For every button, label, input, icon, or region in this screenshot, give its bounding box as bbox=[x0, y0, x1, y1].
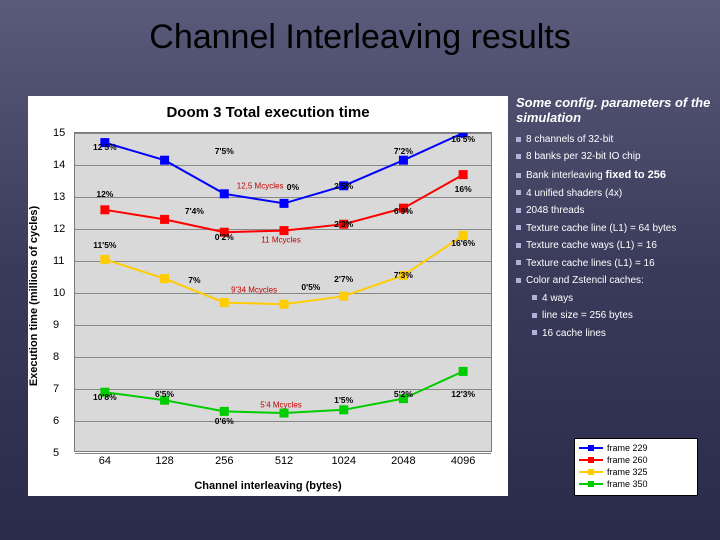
annotation: 2'7% bbox=[334, 274, 353, 284]
ytick: 10 bbox=[53, 287, 65, 299]
legend-item: frame 350 bbox=[579, 478, 693, 490]
annotation: 7'3% bbox=[394, 270, 413, 280]
bullet: 8 banks per 32-bit IO chip bbox=[516, 151, 712, 164]
slide: Channel Interleaving results Doom 3 Tota… bbox=[0, 0, 720, 540]
xtick: 128 bbox=[155, 455, 173, 467]
sidebar-heading: Some config. parameters of the simulatio… bbox=[516, 96, 712, 126]
y-axis-label: Execution time (millions of cycles) bbox=[28, 206, 40, 386]
annotation: 0'5% bbox=[301, 282, 320, 292]
xtick: 512 bbox=[275, 455, 293, 467]
bullet: 4 ways bbox=[516, 293, 712, 306]
xtick: 4096 bbox=[451, 455, 475, 467]
annotation: 2'3% bbox=[334, 219, 353, 229]
annotation: 2'5% bbox=[334, 181, 353, 191]
annotation: 5'2% bbox=[394, 389, 413, 399]
annotation: 0'2% bbox=[215, 232, 234, 242]
annotation: 10'8% bbox=[93, 392, 117, 402]
bullet: 16 cache lines bbox=[516, 328, 712, 341]
page-title: Channel Interleaving results bbox=[0, 18, 720, 57]
annotation: 7'2% bbox=[394, 146, 413, 156]
chart-title: Doom 3 Total execution time bbox=[28, 96, 508, 125]
ytick: 9 bbox=[53, 319, 59, 331]
legend-item: frame 229 bbox=[579, 442, 693, 454]
annotation: 16% bbox=[455, 184, 472, 194]
legend-item: frame 260 bbox=[579, 454, 693, 466]
annotation: 6'5% bbox=[155, 389, 174, 399]
bullet: Bank interleaving fixed to 256 bbox=[516, 169, 712, 183]
bullet: Texture cache ways (L1) = 16 bbox=[516, 240, 712, 253]
annotation: 11'5% bbox=[93, 240, 116, 250]
ytick: 5 bbox=[53, 447, 59, 459]
legend-item: frame 325 bbox=[579, 466, 693, 478]
annotation: 12'5% bbox=[93, 142, 117, 152]
ytick: 15 bbox=[53, 127, 65, 139]
xtick: 64 bbox=[99, 455, 111, 467]
annotation: 16'6% bbox=[451, 238, 475, 248]
ytick: 11 bbox=[53, 255, 64, 267]
ytick: 7 bbox=[53, 383, 59, 395]
xtick: 1024 bbox=[331, 455, 355, 467]
bullet: Texture cache line (L1) = 64 bytes bbox=[516, 223, 712, 236]
annotation: 9'34 Mcycles bbox=[231, 285, 277, 294]
bullet: 2048 threads bbox=[516, 205, 712, 218]
annotation: 16'5% bbox=[451, 134, 475, 144]
annotation: 11 Mcycles bbox=[261, 236, 300, 245]
annotation: 7'5% bbox=[215, 146, 234, 156]
xtick: 2048 bbox=[391, 455, 415, 467]
bullet: Texture cache lines (L1) = 16 bbox=[516, 258, 712, 271]
annotation: 5'4 Mcycles bbox=[260, 401, 302, 410]
bullet: line size = 256 bytes bbox=[516, 310, 712, 323]
x-axis-label: Channel interleaving (bytes) bbox=[28, 480, 508, 492]
annotation: 12% bbox=[96, 189, 113, 199]
annotation: 12'3% bbox=[451, 389, 475, 399]
annotation: 7% bbox=[188, 275, 200, 285]
ytick: 13 bbox=[53, 191, 65, 203]
ytick: 14 bbox=[53, 159, 65, 171]
bullet: 4 unified shaders (4x) bbox=[516, 188, 712, 201]
annotation: 12,5 Mcycles bbox=[237, 181, 284, 190]
annotation: 0'6% bbox=[215, 416, 234, 426]
sidebar: Some config. parameters of the simulatio… bbox=[516, 96, 712, 345]
annotation: 7'4% bbox=[185, 206, 204, 216]
ytick: 6 bbox=[53, 415, 59, 427]
ytick: 12 bbox=[53, 223, 65, 235]
annotation: 0% bbox=[287, 182, 299, 192]
legend: frame 229frame 260frame 325frame 350 bbox=[574, 438, 698, 496]
chart-container: Doom 3 Total execution time Execution ti… bbox=[28, 96, 508, 496]
xtick: 256 bbox=[215, 455, 233, 467]
annotation: 1'5% bbox=[334, 395, 353, 405]
annotation: 6'9% bbox=[394, 206, 413, 216]
ytick: 8 bbox=[53, 351, 59, 363]
bullet: 8 channels of 32-bit bbox=[516, 134, 712, 147]
plot-area: 5678910111213141564128256512102420484096… bbox=[74, 132, 492, 452]
bullet: Color and Zstencil caches: bbox=[516, 275, 712, 288]
